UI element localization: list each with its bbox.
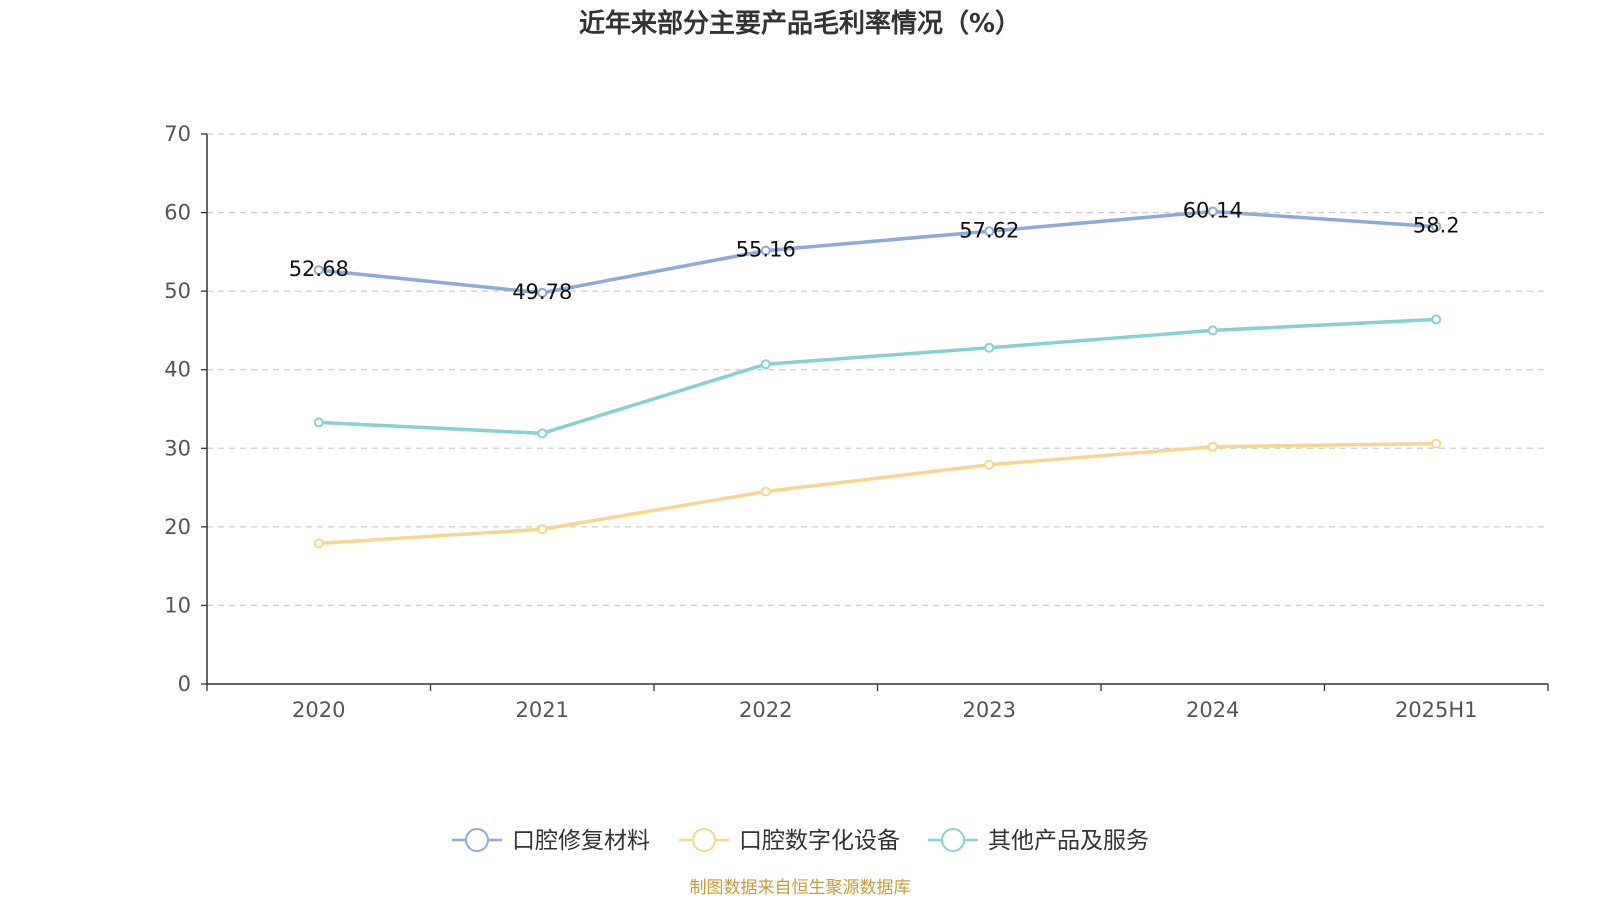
data-point (1431, 221, 1442, 232)
data-point (1431, 438, 1442, 449)
legend-marker (465, 828, 489, 852)
y-tick-label: 10 (164, 593, 191, 617)
x-tick-label: 2024 (1186, 698, 1239, 722)
y-tick-label: 0 (178, 672, 191, 696)
data-point (537, 287, 548, 298)
legend: 口腔修复材料 口腔数字化设备 其他产品及服务 (452, 828, 1149, 854)
y-tick-label: 20 (164, 515, 191, 539)
data-label: 49.78 (512, 280, 572, 304)
y-tick-label: 50 (164, 279, 191, 303)
x-tick-label: 2025H1 (1395, 698, 1478, 722)
data-point (313, 538, 324, 549)
y-tick-label: 70 (164, 122, 191, 146)
data-point (1207, 441, 1218, 452)
data-point (1207, 325, 1218, 336)
data-point (984, 226, 995, 237)
data-point (537, 524, 548, 535)
data-point (1207, 206, 1218, 217)
data-point (984, 342, 995, 353)
y-tick-label: 60 (164, 201, 191, 225)
series-line (318, 209, 1437, 295)
legend-marker (692, 828, 716, 852)
series-line (318, 317, 1437, 436)
data-label: 60.14 (1183, 198, 1243, 222)
data-point (1431, 314, 1442, 325)
data-labels: 52.68 49.78 55.16 57.62 60.14 58.2 (289, 198, 1460, 303)
legend-label: 其他产品及服务 (988, 828, 1149, 854)
chart-title: 近年来部分主要产品毛利率情况（%） (579, 8, 1021, 39)
data-point (984, 459, 995, 470)
x-tick-label: 2022 (739, 698, 792, 722)
legend-label: 口腔数字化设备 (739, 828, 900, 854)
x-tick-label: 2020 (292, 698, 345, 722)
data-point (760, 486, 771, 497)
data-point (313, 417, 324, 428)
data-label: 58.2 (1413, 214, 1460, 238)
series-lines (313, 206, 1442, 549)
data-point (760, 359, 771, 370)
y-tick-label: 30 (164, 436, 191, 460)
legend-label: 口腔修复材料 (512, 828, 650, 854)
x-tick-label: 2023 (963, 698, 1016, 722)
data-label: 57.62 (959, 218, 1019, 242)
y-tick-label: 40 (164, 358, 191, 382)
source-note: 制图数据来自恒生聚源数据库 (690, 878, 911, 898)
axes: 0 10 20 30 40 50 60 70 2020 2021 2022 2023 2024 2025H… (164, 122, 1549, 722)
grid-lines (207, 133, 1548, 607)
series-line (318, 441, 1437, 546)
data-point (760, 245, 771, 256)
data-point (537, 428, 548, 439)
x-tick-label: 2021 (516, 698, 569, 722)
data-label: 55.16 (736, 238, 796, 262)
data-point (313, 265, 324, 276)
legend-marker (941, 828, 965, 852)
data-label: 52.68 (289, 257, 349, 281)
